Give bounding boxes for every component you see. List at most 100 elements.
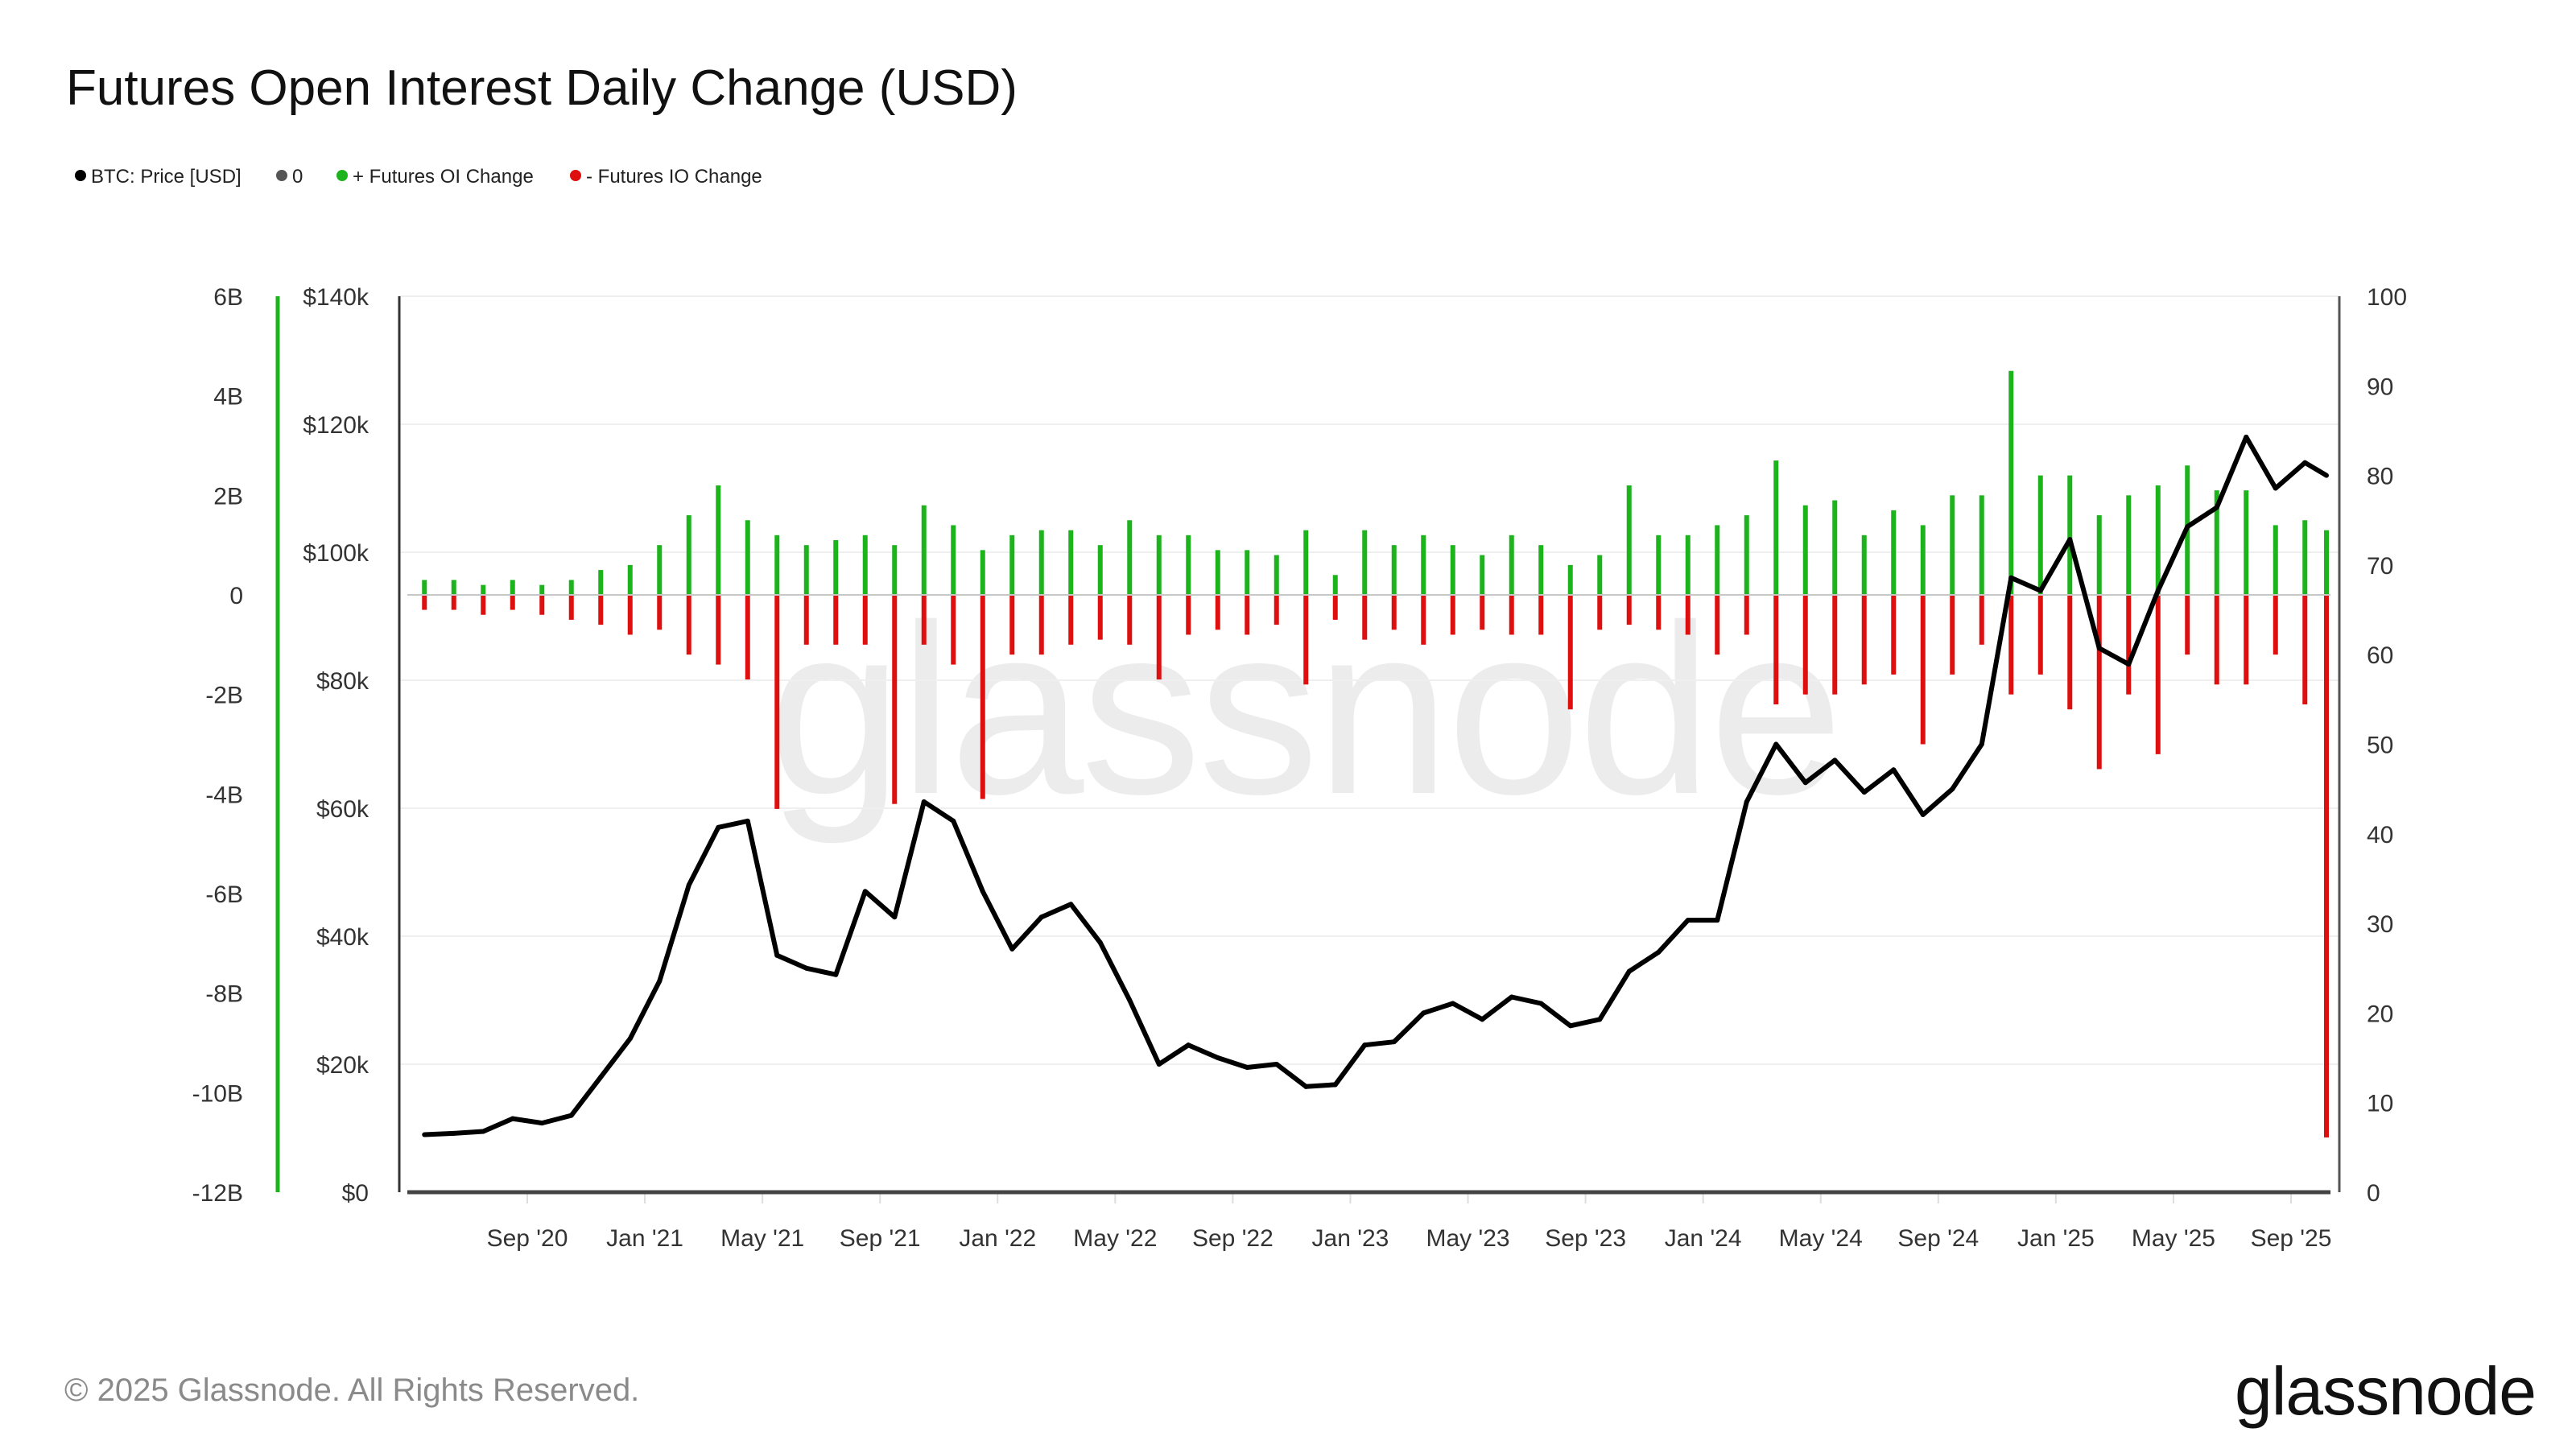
positive-oi-bar: [1979, 495, 1984, 595]
btc-price-point: [1656, 949, 1662, 955]
negative-oi-bar: [2126, 595, 2132, 695]
price-tick-label: $120k: [303, 412, 369, 439]
x-tick-label: May '22: [1073, 1225, 1157, 1252]
negative-oi-bar: [1891, 595, 1897, 675]
positive-oi-bar: [1068, 530, 1074, 595]
btc-price-point: [1920, 811, 1926, 817]
btc-price-point: [568, 1113, 574, 1118]
negative-oi-bar: [1480, 595, 1485, 630]
positive-oi-bar: [1567, 564, 1573, 595]
negative-oi-bar: [539, 595, 545, 615]
oi-change-bars: [407, 370, 2330, 1137]
negative-oi-bar: [1097, 595, 1103, 640]
btc-price-point: [951, 818, 956, 824]
positive-oi-bar: [1920, 525, 1926, 595]
positive-oi-bar: [2214, 490, 2219, 595]
negative-oi-bar: [568, 595, 574, 620]
btc-price-point: [1626, 968, 1632, 974]
negative-oi-bar: [803, 595, 809, 645]
btc-price-point: [1832, 758, 1838, 763]
negative-oi-bar: [1038, 595, 1044, 655]
negative-oi-bar: [2273, 595, 2278, 655]
positive-oi-bar: [1480, 555, 1485, 595]
positive-oi-bar: [1215, 550, 1220, 595]
x-tick-label: Jan '25: [2017, 1225, 2095, 1252]
oi-tick-label: -4B: [205, 782, 243, 808]
right-tick-label: 50: [2367, 733, 2393, 759]
negative-oi-bar: [1156, 595, 1162, 680]
negative-oi-bar: [2244, 595, 2249, 685]
btc-price-point: [803, 965, 809, 971]
btc-price-point: [862, 889, 868, 894]
positive-oi-bar: [1127, 520, 1133, 595]
positive-oi-bar: [1656, 535, 1662, 595]
oi-tick-label: -2B: [205, 683, 243, 709]
btc-price-point: [598, 1074, 604, 1080]
btc-price-point: [1538, 1001, 1544, 1006]
negative-oi-bar: [1362, 595, 1368, 640]
btc-price-point: [1245, 1064, 1250, 1070]
positive-oi-bar: [1186, 535, 1191, 595]
x-tick-label: Sep '24: [1897, 1225, 1979, 1252]
negative-oi-bar: [1215, 595, 1220, 630]
negative-oi-bar: [1685, 595, 1690, 635]
price-tick-label: $140k: [303, 284, 369, 311]
price-line-group: [422, 434, 2329, 1137]
x-tick-label: Sep '25: [2251, 1225, 2332, 1252]
negative-oi-bar: [657, 595, 663, 630]
btc-price-point: [1597, 1017, 1603, 1022]
negative-oi-bar: [481, 595, 486, 615]
btc-price-point: [657, 978, 663, 984]
legend: BTC: Price [USD] 0 + Futures OI Change - Fu…: [75, 166, 762, 188]
positive-oi-bar: [451, 580, 456, 595]
positive-oi-bar: [1391, 545, 1397, 595]
legend-label: + Futures OI Change: [353, 166, 534, 188]
btc-price-point: [481, 1129, 486, 1134]
right-tick-label: 90: [2367, 374, 2393, 400]
negative-oi-bar: [1303, 595, 1309, 685]
negative-oi-bar: [980, 595, 985, 799]
positive-oi-bar: [2324, 530, 2329, 595]
gridlines: [399, 295, 2339, 1065]
positive-oi-bar: [627, 564, 633, 595]
price-tick-label: $40k: [316, 924, 369, 951]
negative-oi-bar: [833, 595, 839, 645]
x-tick-label: Sep '20: [487, 1225, 568, 1252]
negative-oi-bar: [1744, 595, 1749, 635]
x-tick-label: Jan '22: [959, 1225, 1036, 1252]
negative-oi-bar: [1421, 595, 1426, 645]
positive-oi-bar: [1773, 460, 1779, 595]
btc-price-point: [2214, 505, 2219, 510]
btc-price-point: [1744, 799, 1749, 805]
btc-price-point: [1127, 997, 1133, 1003]
positive-oi-bar: [1626, 485, 1632, 595]
positive-oi-bar: [2302, 520, 2308, 595]
negative-oi-bar: [1009, 595, 1015, 655]
positive-oi-bar: [1509, 535, 1514, 595]
btc-price-point: [1038, 914, 1044, 920]
positive-oi-bar: [2126, 495, 2132, 595]
btc-price-point: [2067, 537, 2073, 543]
negative-oi-bar: [1332, 595, 1338, 620]
negative-oi-bar: [1656, 595, 1662, 630]
positive-oi-bar: [2273, 525, 2278, 595]
btc-price-point: [1450, 1001, 1455, 1006]
positive-oi-bar: [2244, 490, 2249, 595]
x-tick-label: Sep '22: [1192, 1225, 1274, 1252]
oi-tick-label: -8B: [205, 981, 243, 1008]
btc-price-point: [980, 889, 985, 894]
positive-oi-bar: [2155, 485, 2161, 595]
btc-price-point: [1068, 902, 1074, 907]
negative-oi-bar: [2302, 595, 2308, 705]
positive-oi-bar: [1715, 525, 1720, 595]
right-tick-label: 30: [2367, 911, 2393, 938]
btc-price-point: [1685, 918, 1690, 923]
positive-oi-bar: [1421, 535, 1426, 595]
btc-price-point: [1391, 1039, 1397, 1045]
btc-price-point: [2155, 588, 2161, 593]
negative-oi-bar: [2067, 595, 2073, 710]
positive-oi-bar: [774, 535, 780, 595]
negative-oi-bar: [686, 595, 691, 655]
btc-price-point: [1715, 918, 1720, 923]
